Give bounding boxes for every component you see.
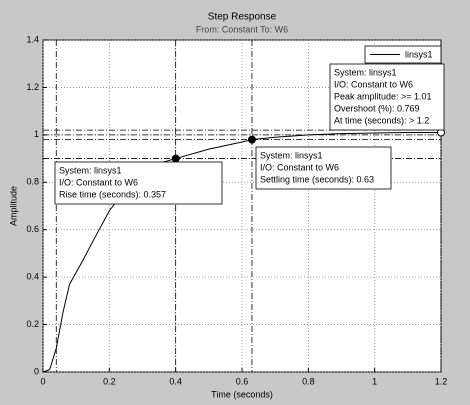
y-tick-label: 1 [34, 129, 39, 139]
data-tip-text: Settling time (seconds): 0.63 [260, 174, 374, 184]
x-tick-label: 0.8 [302, 376, 315, 386]
x-tick-label: 0.6 [236, 376, 249, 386]
y-axis-label: Amplitude [8, 186, 18, 226]
data-tip-text: I/O: Constant to W6 [260, 162, 339, 172]
data-tip-text: At time (seconds): > 1.2 [334, 115, 429, 125]
data-tip-text: System: linsys1 [334, 67, 397, 77]
data-tip-text: Overshoot (%): 0.769 [334, 103, 420, 113]
y-tick-label: 0.6 [26, 224, 39, 234]
x-tick-label: 0.2 [103, 376, 116, 386]
chart-subtitle: From: Constant To: W6 [196, 24, 288, 34]
x-axis-label: Time (seconds) [211, 389, 273, 399]
chart-title: Step Response [208, 12, 277, 23]
y-tick-label: 1.4 [26, 34, 39, 44]
data-tip-text: Peak amplitude: >= 1.01 [334, 91, 432, 101]
y-tick-label: 1.2 [26, 82, 39, 92]
x-tick-label: 1.2 [435, 376, 448, 386]
x-tick-label: 1 [372, 376, 377, 386]
data-tip-text: I/O: Constant to W6 [59, 177, 138, 187]
legend-label: linsys1 [405, 49, 433, 59]
data-tip-text: System: linsys1 [59, 165, 122, 175]
y-tick-label: 0.2 [26, 319, 39, 329]
y-tick-label: 0.8 [26, 177, 39, 187]
data-tip-box [255, 146, 392, 190]
y-tick-label: 0 [34, 366, 39, 376]
legend-box [364, 45, 442, 64]
data-tip-text: System: linsys1 [260, 150, 323, 160]
x-tick-label: 0.4 [169, 376, 182, 386]
data-tip-box [54, 161, 223, 205]
x-tick-label: 0 [40, 376, 45, 386]
data-tip-box [329, 63, 445, 131]
data-tip-text: I/O: Constant to W6 [334, 79, 413, 89]
data-tip-text: Rise time (seconds): 0.357 [59, 189, 166, 199]
y-tick-label: 0.4 [26, 272, 39, 282]
data-tip-marker [171, 154, 180, 163]
data-tip-marker [247, 135, 256, 144]
